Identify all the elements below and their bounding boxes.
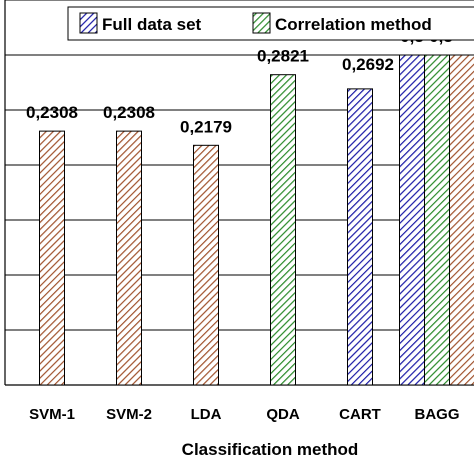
bar [193,144,219,386]
bar [116,130,142,386]
x-tick-label: QDA [266,406,300,423]
bar [39,130,65,386]
x-tick-label: CART [339,406,381,423]
data-label: 0,2821 [257,47,309,66]
legend-swatch-correlation-method [252,12,271,34]
bar [347,88,373,386]
gridlines [5,0,474,331]
bar [399,54,425,386]
legend-box [67,6,474,41]
data-label: 0,2308 [26,103,78,122]
legend-label-full-data-set: Full data set [102,15,202,34]
data-label: 0,2308 [103,103,155,122]
legend-swatch-full-data-set [79,12,98,34]
bar [449,54,474,386]
bar [270,74,296,386]
x-tick-labels: SVM-1 SVM-2 LDA QDA CART BAGG [29,406,459,423]
data-label: 0,2179 [180,117,232,136]
x-tick-label: SVM-1 [29,406,75,423]
legend-label-correlation-method: Correlation method [275,15,432,34]
legend: Full data set Correlation method [67,6,474,41]
bars [39,54,474,386]
x-tick-label: BAGG [415,406,460,423]
x-tick-label: LDA [191,406,222,423]
bar [424,54,450,386]
x-tick-label: SVM-2 [106,406,152,423]
x-axis-title: Classification method [182,440,359,459]
data-label: 0,2692 [342,55,394,74]
